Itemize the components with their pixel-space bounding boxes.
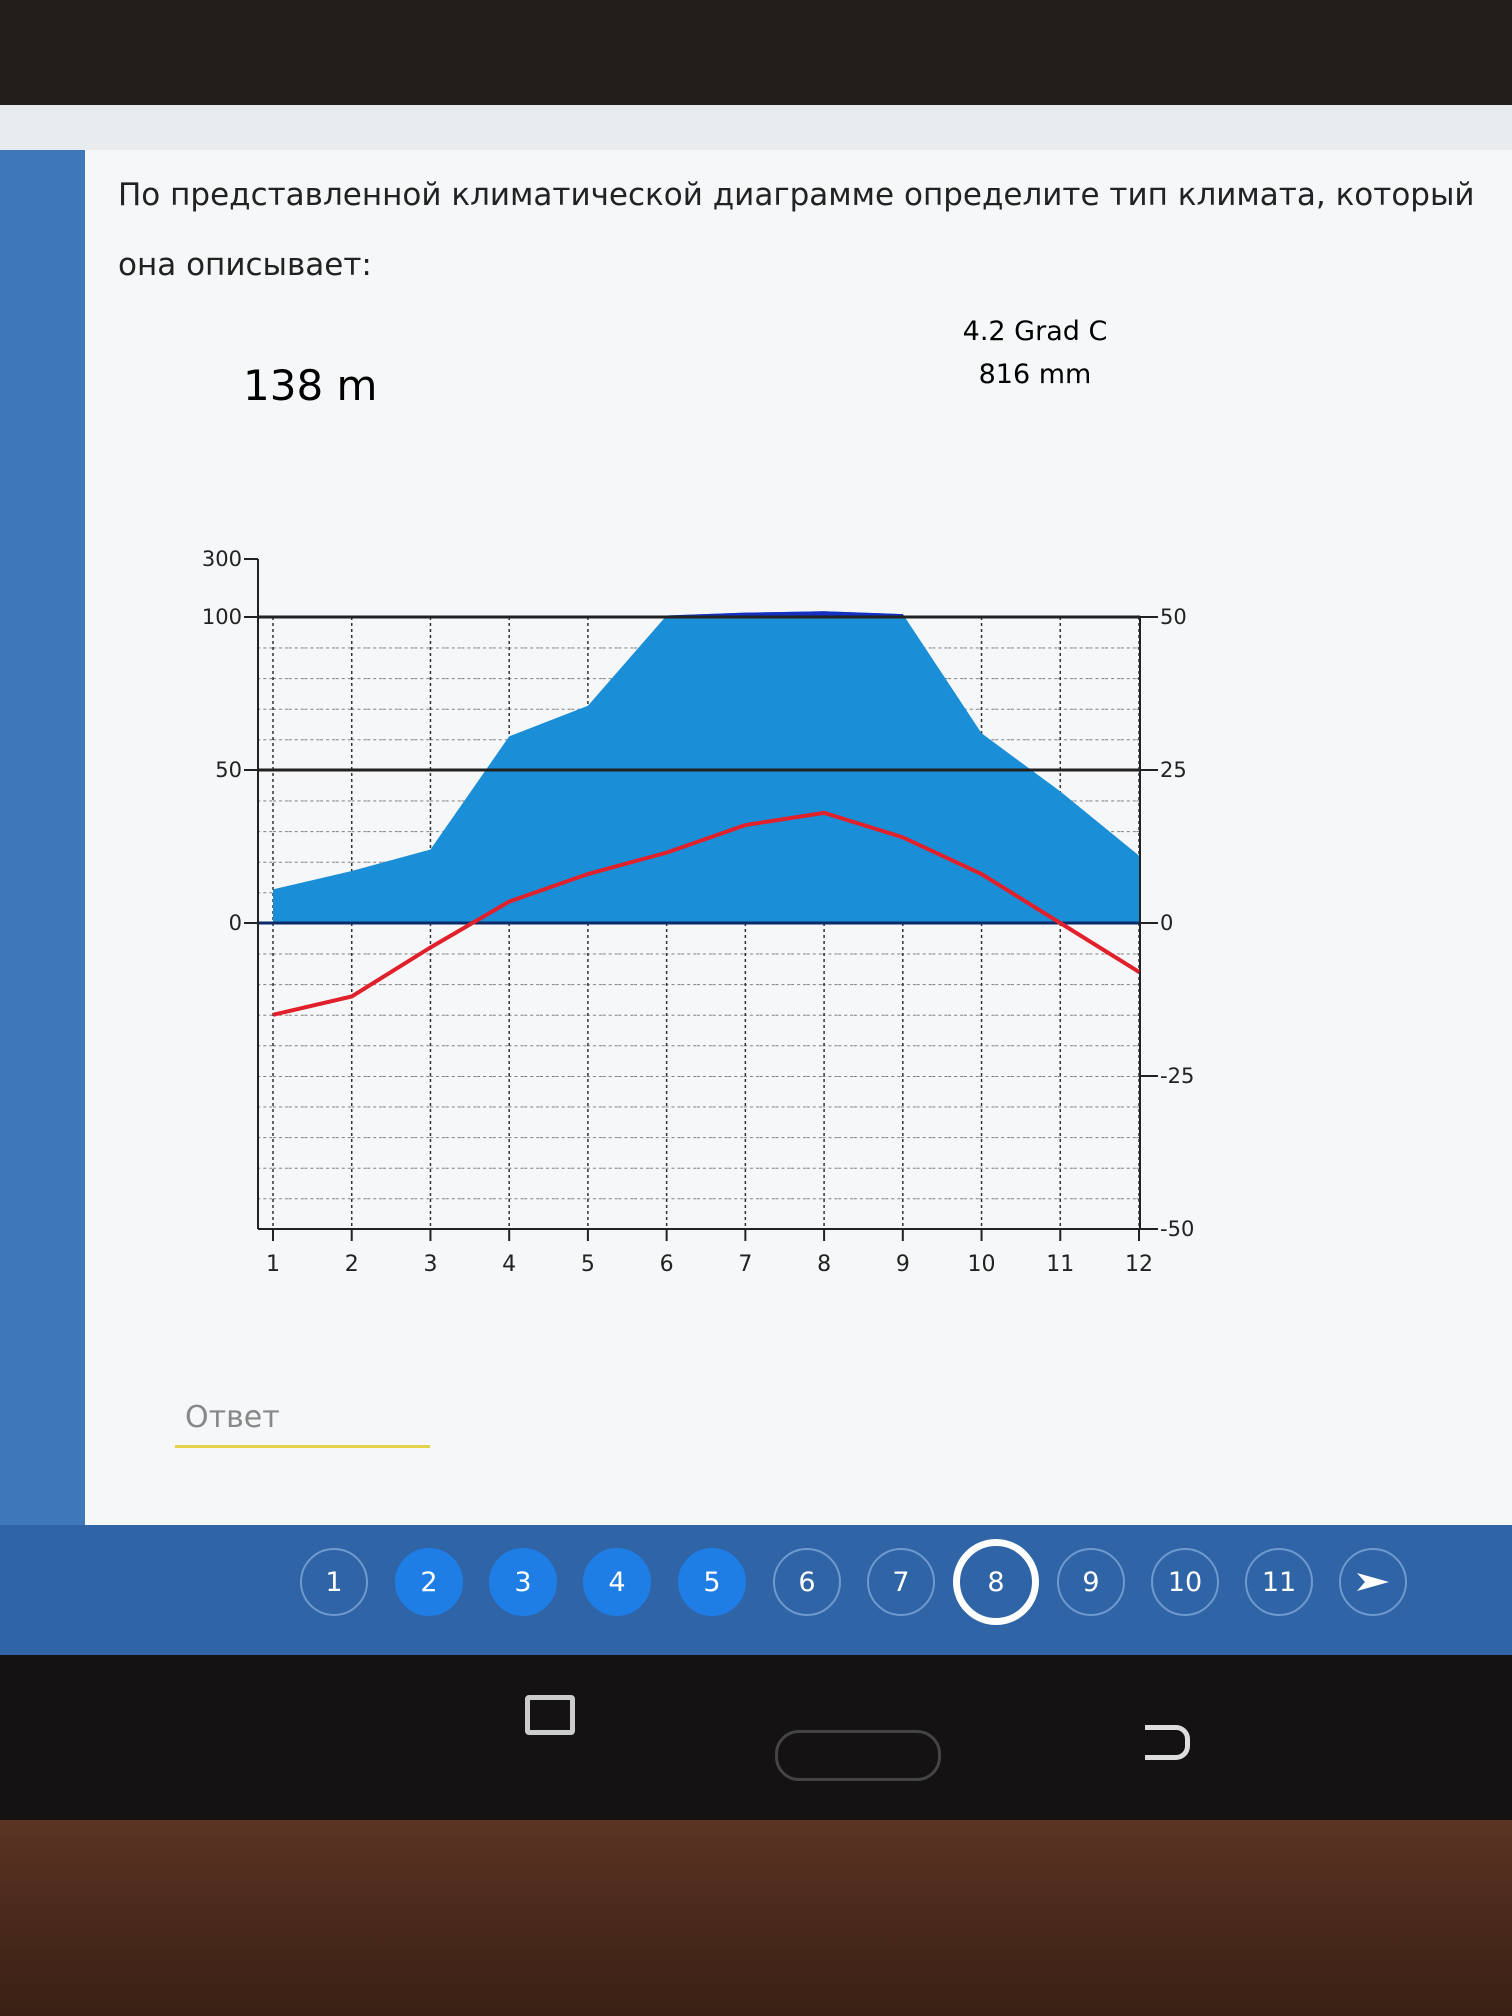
page-button[interactable]: 2 (395, 1548, 463, 1616)
input-underline (175, 1445, 430, 1448)
back-button[interactable] (1145, 1725, 1190, 1760)
x-tick-label: 4 (502, 1252, 516, 1277)
x-tick-label: 1 (266, 1252, 280, 1277)
x-tick-label: 2 (345, 1252, 359, 1277)
annual-precipitation: 816 mm (979, 359, 1092, 390)
elevation: 138 m (243, 361, 377, 410)
home-button[interactable] (775, 1730, 941, 1781)
x-tick-label: 3 (423, 1252, 437, 1277)
page-button[interactable]: 1 (300, 1548, 368, 1616)
table-surface (0, 1820, 1512, 2016)
x-tick-label: 5 (581, 1252, 595, 1277)
x-tick-label: 10 (968, 1252, 996, 1277)
page-button[interactable]: 3 (489, 1548, 557, 1616)
temperature-line (272, 810, 1141, 1017)
y2-tick-label: 0 (1160, 911, 1173, 935)
climate-chart: 138 m 4.2 Grad C 816 mm 1 2 3 4 5 6 7 8 9 10 11 120… (202, 316, 1194, 1277)
page-button[interactable]: 11 (1245, 1548, 1313, 1616)
answer-input[interactable]: Ответ (185, 1400, 280, 1435)
mean-temperature: 4.2 Grad C (963, 316, 1108, 347)
page-button[interactable]: 5 (678, 1548, 746, 1616)
x-tick-label: 7 (738, 1252, 752, 1277)
y2-tick-label: -50 (1160, 1217, 1194, 1241)
y2-tick-label: -25 (1160, 1064, 1194, 1088)
sidebar (0, 150, 85, 1530)
x-tick-label: 9 (896, 1252, 910, 1277)
bezel (0, 0, 1512, 105)
y2-tick-label: 50 (1160, 605, 1187, 629)
y-tick-label: 300 (202, 547, 242, 571)
next-icon (1357, 1573, 1389, 1591)
page-button[interactable]: 4 (583, 1548, 651, 1616)
page-button[interactable]: 8 (953, 1539, 1039, 1625)
y-tick-label: 50 (215, 758, 242, 782)
x-tick-label: 11 (1046, 1252, 1074, 1277)
y-tick-label: 0 (229, 911, 242, 935)
bezel (0, 1655, 1512, 1820)
page-button[interactable]: 6 (773, 1548, 841, 1616)
page-button[interactable]: 9 (1057, 1548, 1125, 1616)
x-tick-label: 12 (1125, 1252, 1153, 1277)
page-button[interactable]: 7 (867, 1548, 935, 1616)
page-button[interactable]: 10 (1151, 1548, 1219, 1616)
y2-tick-label: 25 (1160, 758, 1187, 782)
question: По представленной климатической диаграмм… (118, 177, 1475, 283)
y-tick-label: 100 (202, 605, 242, 629)
screen-edge (0, 105, 1512, 155)
x-tick-label: 6 (660, 1252, 674, 1277)
recent-apps[interactable] (525, 1695, 575, 1735)
x-tick-label: 8 (817, 1252, 831, 1277)
next-button[interactable] (1339, 1548, 1407, 1616)
